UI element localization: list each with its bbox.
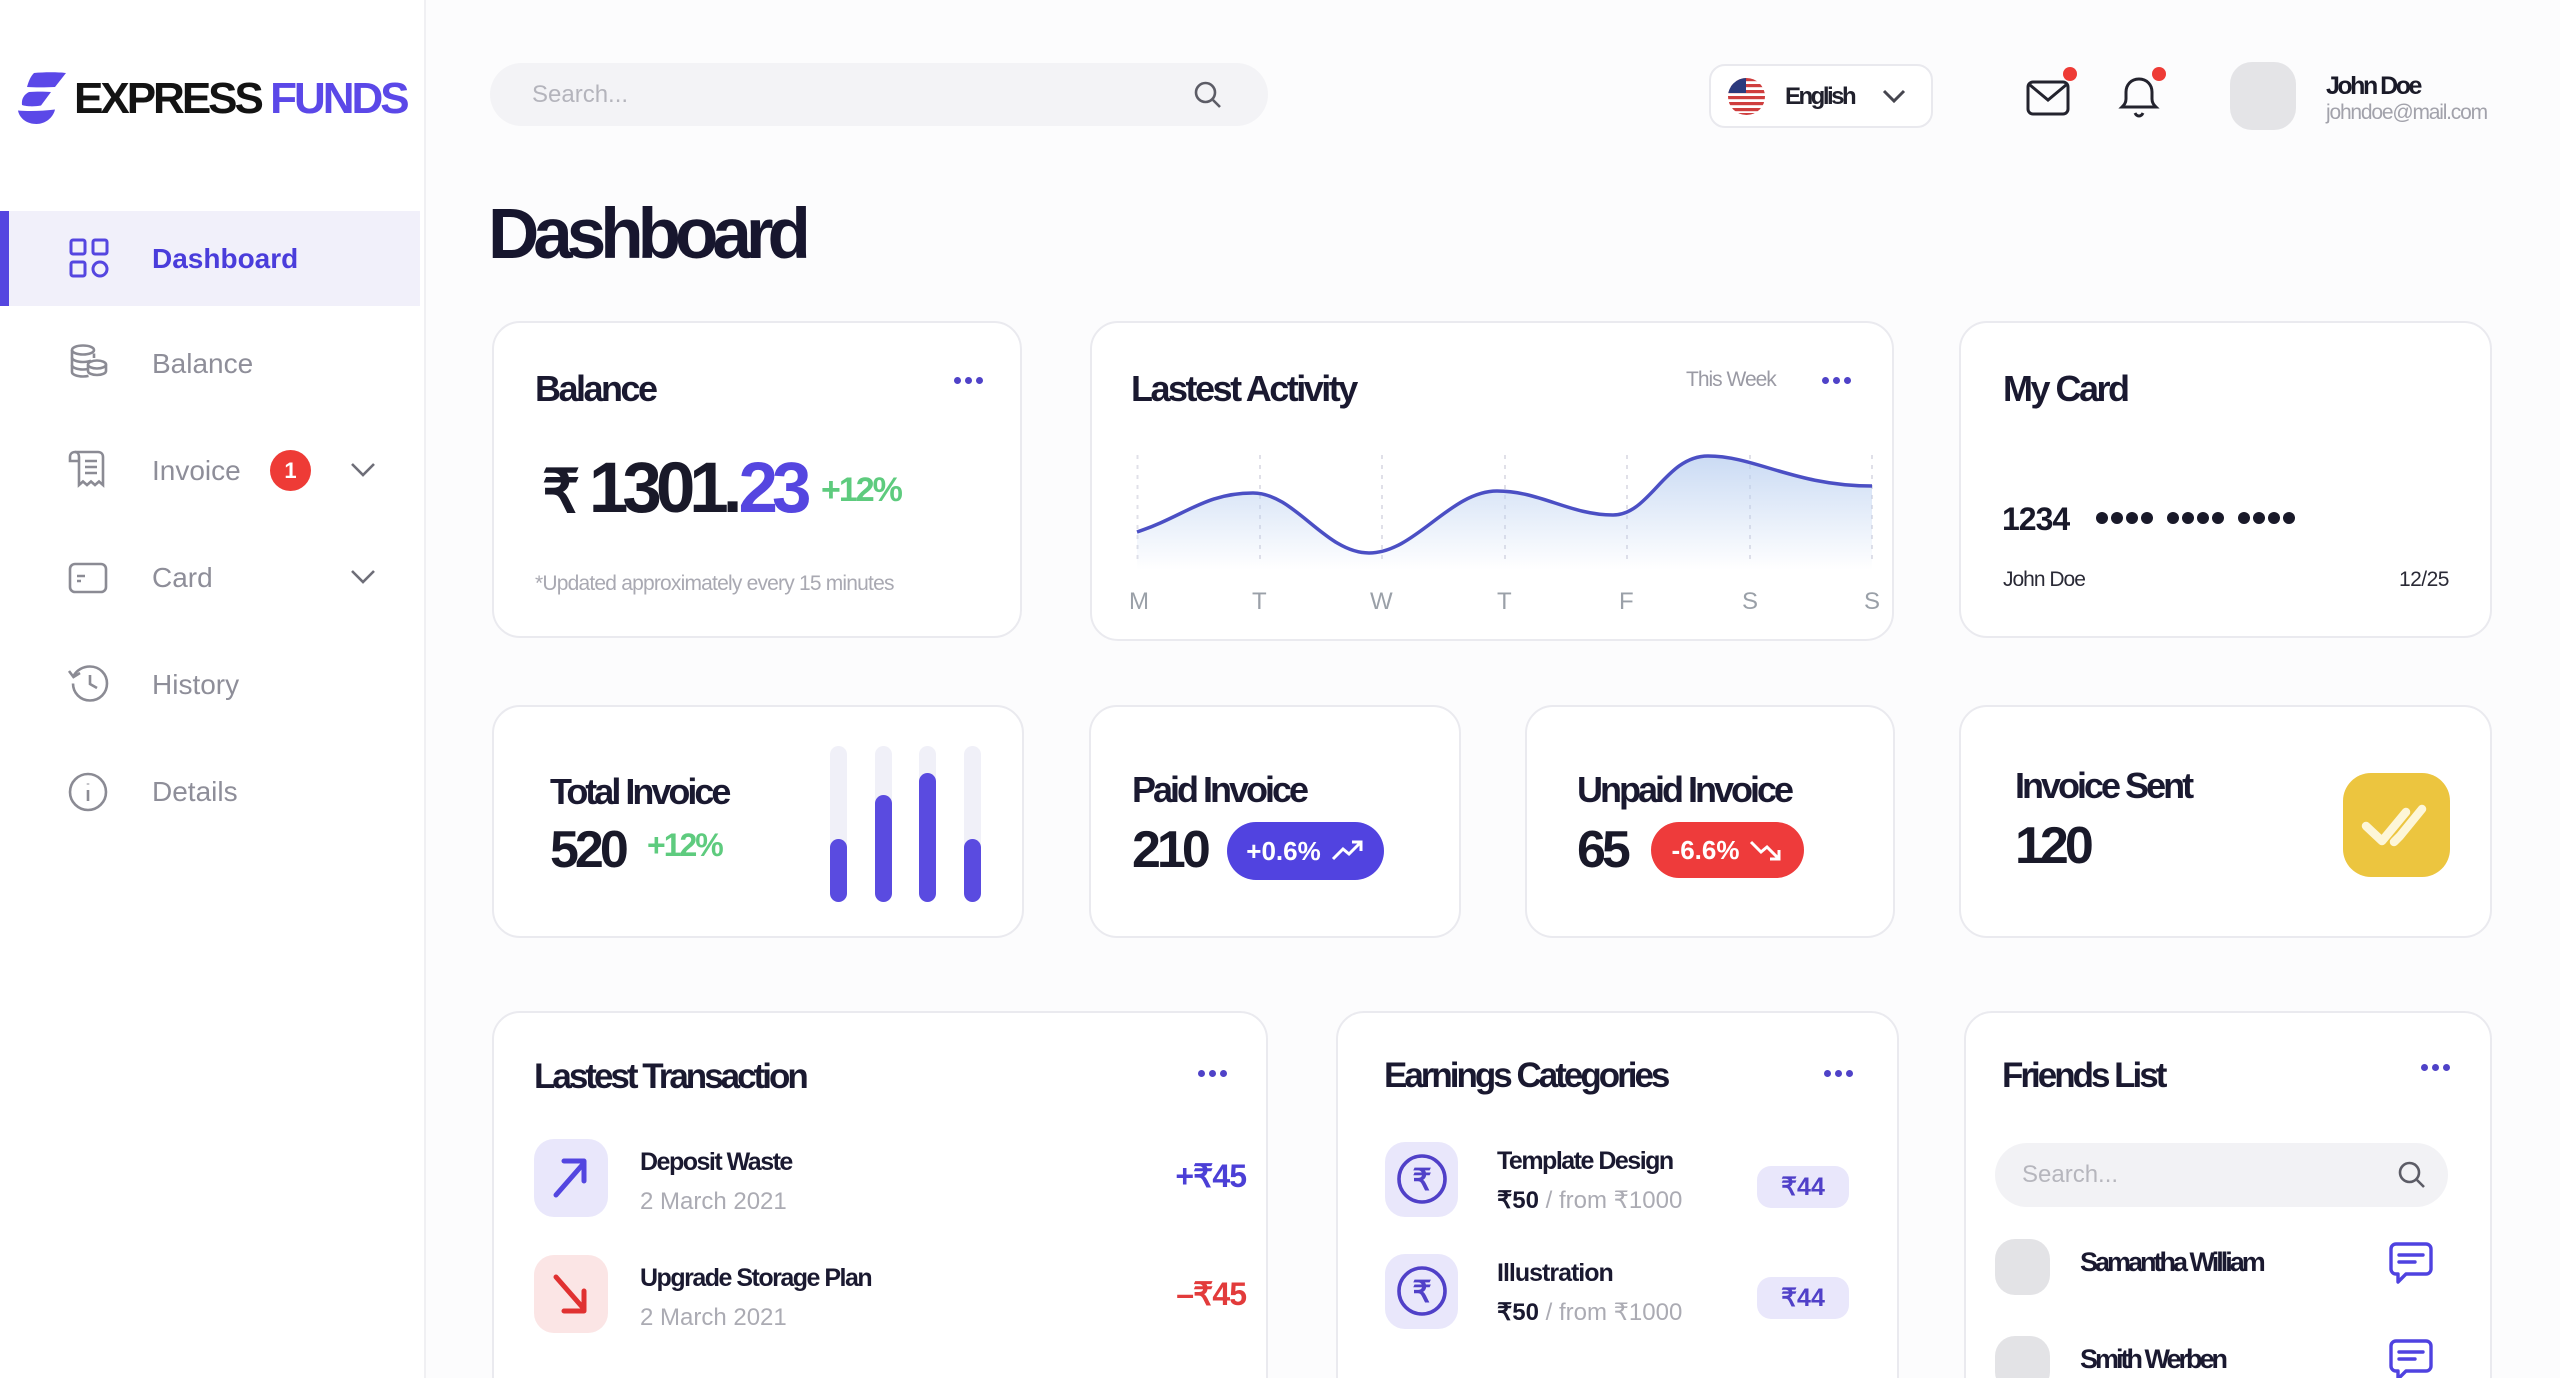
svg-text:₹: ₹	[1412, 1164, 1431, 1197]
svg-text:₹: ₹	[1412, 1276, 1431, 1309]
